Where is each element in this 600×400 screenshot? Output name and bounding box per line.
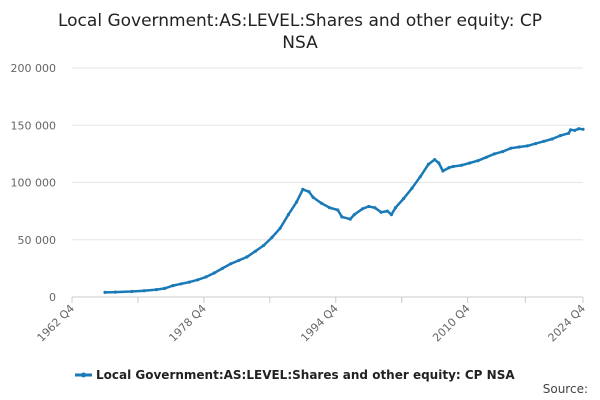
data-point: [340, 215, 344, 219]
data-point: [437, 161, 441, 165]
data-point: [360, 207, 365, 211]
data-point: [237, 258, 241, 262]
data-point: [204, 275, 208, 279]
data-point: [441, 169, 445, 173]
data-point: [245, 255, 249, 259]
data-point: [301, 187, 305, 191]
data-point: [573, 128, 577, 132]
data-point: [187, 280, 191, 284]
data-point: [179, 282, 183, 286]
data-point: [196, 278, 200, 282]
data-point: [270, 235, 274, 240]
data-point: [577, 127, 581, 131]
data-point: [220, 266, 224, 270]
legend[interactable]: Local Government:AS:LEVEL:Shares and oth…: [75, 368, 515, 382]
grid: [72, 67, 583, 298]
data-point: [352, 213, 356, 217]
data-point: [348, 217, 352, 221]
data-point: [253, 249, 257, 253]
source-label: Source:: [543, 382, 588, 396]
y-tick-label: 200 000: [11, 62, 57, 75]
y-tick-label: 50 000: [18, 234, 57, 247]
data-point: [113, 290, 117, 294]
data-point: [212, 271, 216, 275]
data-point: [492, 152, 496, 156]
data-point: [569, 128, 573, 132]
data-point: [433, 158, 437, 162]
data-point: [379, 210, 383, 214]
data-point: [509, 146, 513, 150]
data-point: [525, 144, 530, 148]
data-point: [567, 131, 571, 135]
data-point: [484, 155, 488, 159]
data-point: [171, 284, 175, 288]
data-point: [459, 163, 463, 167]
x-tick-label: 2024 Q4: [546, 302, 589, 345]
data-point: [286, 213, 290, 217]
data-point: [336, 208, 340, 212]
data-point: [517, 145, 521, 149]
data-point: [534, 142, 538, 146]
x-axis: 1962 Q4 1978 Q4 1994 Q4 2010 Q4 2024 Q4: [35, 296, 589, 345]
data-point: [385, 209, 389, 213]
data-point: [542, 139, 546, 143]
data-point: [307, 190, 311, 194]
plot-area: [103, 127, 585, 294]
data-point: [278, 226, 282, 230]
data-point: [163, 286, 167, 290]
y-tick-label: 150 000: [11, 119, 57, 132]
data-point: [367, 204, 371, 209]
data-point: [426, 162, 431, 166]
y-tick-label: 100 000: [11, 177, 57, 190]
data-point: [581, 127, 585, 131]
data-point: [154, 288, 159, 292]
legend-marker: [81, 372, 86, 378]
data-point: [103, 290, 107, 294]
x-tick-label: 1962 Q4: [35, 302, 78, 345]
data-point: [558, 134, 562, 138]
data-point: [418, 175, 422, 179]
data-point: [142, 289, 146, 293]
series-line: [104, 127, 584, 294]
data-point: [393, 206, 398, 210]
data-point: [389, 213, 393, 217]
data-point: [476, 159, 480, 163]
x-tick-label: 1978 Q4: [166, 302, 209, 345]
data-point: [447, 166, 451, 170]
data-point: [319, 201, 323, 205]
data-point: [468, 161, 472, 165]
data-point: [410, 186, 414, 190]
chart-title-line-1: Local Government:AS:LEVEL:Shares and oth…: [58, 11, 542, 31]
data-point: [402, 196, 406, 201]
data-point: [328, 206, 332, 210]
data-point: [262, 243, 266, 248]
data-point: [295, 200, 299, 204]
data-point: [373, 206, 377, 210]
data-point: [451, 164, 455, 169]
data-point: [130, 289, 134, 294]
data-point: [501, 150, 505, 154]
y-axis: 0 50 000 100 000 150 000 200 000: [11, 62, 57, 304]
y-tick-label: 0: [49, 291, 56, 304]
x-tick-label: 2010 Q4: [430, 302, 473, 345]
data-point: [311, 195, 315, 199]
data-point: [229, 262, 233, 266]
data-point: [550, 137, 554, 141]
legend-label: Local Government:AS:LEVEL:Shares and oth…: [96, 368, 515, 382]
chart-title-line-2: NSA: [282, 33, 318, 53]
x-tick-label: 1994 Q4: [298, 302, 341, 345]
